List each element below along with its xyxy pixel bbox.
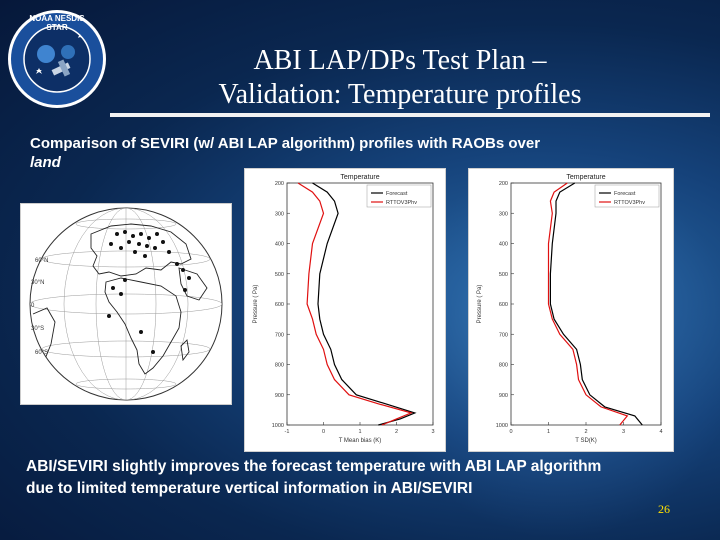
globe-map-icon: 60°N 30°N 0 30°S 60°S	[29, 207, 223, 401]
y-tick-label: 500	[275, 272, 284, 278]
x-tick-label: 2	[584, 429, 587, 435]
subtitle-line-1: Comparison of SEVIRI (w/ ABI LAP algorit…	[30, 135, 541, 152]
x-tick-label: 3	[622, 429, 625, 435]
series-line	[312, 182, 417, 426]
x-tick-label: 1	[547, 429, 550, 435]
sd-profile-chart: Temperature 200 300 400 500 600 700 800 900 1000 0…	[468, 168, 674, 452]
legend-entry: RTTOV3Phv	[614, 200, 645, 206]
legend-entry: Forecast	[614, 191, 636, 197]
y-tick-label: 400	[499, 242, 508, 248]
series-line	[547, 182, 629, 426]
y-tick-label: 200	[275, 181, 284, 187]
chart-title: Temperature	[340, 174, 379, 181]
page-number: 26	[658, 502, 670, 516]
bias-profile-svg: Temperature 200 300 400 500 600 700 800 900 1000-…	[253, 174, 435, 444]
bias-profile-chart: Temperature 200 300 400 500 600 700 800 900 1000-…	[244, 168, 446, 452]
title-line-2: Validation: Temperature profiles	[218, 79, 582, 110]
y-tick-label: 600	[275, 302, 284, 308]
lat-label: 30°S	[31, 326, 44, 332]
legend-entry: Forecast	[386, 191, 408, 197]
y-tick-label: 300	[275, 211, 284, 217]
raob-location-map: 60°N 30°N 0 30°S 60°S	[20, 203, 232, 405]
y-axis-label: Pressure ( Pa)	[253, 285, 259, 324]
title-line-1: ABI LAP/DPs Test Plan –	[253, 45, 547, 76]
y-axis-label: Pressure ( Pa)	[477, 285, 483, 324]
y-tick-label: 1000	[496, 423, 508, 429]
logo-text: NOAA NESDIS STAR	[29, 14, 85, 32]
x-tick-label: 1	[358, 429, 361, 435]
x-tick-label: 0	[322, 429, 325, 435]
y-tick-label: 400	[275, 242, 284, 248]
x-tick-label: 0	[509, 429, 512, 435]
subtitle-line-2: land	[30, 154, 61, 171]
subtitle: Comparison of SEVIRI (w/ ABI LAP algorit…	[30, 134, 670, 172]
y-tick-label: 800	[275, 363, 284, 369]
lat-label: 0	[31, 303, 35, 309]
star-satellite-logo-icon: NOAA NESDIS STAR	[6, 8, 108, 110]
y-tick-label: 300	[499, 211, 508, 217]
conclusion-text: ABI/SEVIRI slightly improves the forecas…	[26, 456, 706, 500]
plot-frame	[286, 182, 434, 426]
page-title: ABI LAP/DPs Test Plan – Validation: Temp…	[120, 44, 680, 112]
conclusion-line-1: ABI/SEVIRI slightly improves the forecas…	[26, 458, 602, 475]
y-tick-label: 700	[499, 332, 508, 338]
x-tick-label: -1	[285, 429, 290, 435]
lat-label: 60°S	[35, 350, 48, 356]
x-tick-label: 3	[431, 429, 434, 435]
y-tick-label: 900	[275, 393, 284, 399]
y-tick-label: 200	[499, 181, 508, 187]
legend-entry: RTTOV3Phv	[386, 200, 417, 206]
title-divider	[110, 113, 710, 117]
lat-label: 30°N	[31, 280, 44, 286]
plot-frame	[510, 182, 662, 426]
conclusion-line-2: due to limited temperature vertical info…	[26, 480, 473, 497]
lat-label: 60°N	[35, 258, 48, 264]
y-tick-label: 1000	[272, 423, 284, 429]
y-tick-label: 600	[499, 302, 508, 308]
sd-profile-svg: Temperature 200 300 400 500 600 700 800 900 10000…	[477, 174, 663, 444]
x-tick-label: 2	[395, 429, 398, 435]
y-tick-label: 900	[499, 393, 508, 399]
x-axis-label: T Mean bias (K)	[339, 438, 382, 444]
y-tick-label: 500	[499, 272, 508, 278]
chart-title: Temperature	[566, 174, 605, 181]
y-tick-label: 700	[275, 332, 284, 338]
series-line	[549, 182, 643, 426]
x-axis-label: T SD(K)	[575, 438, 597, 444]
x-tick-label: 4	[659, 429, 662, 435]
series-line	[297, 182, 413, 426]
y-tick-label: 800	[499, 363, 508, 369]
